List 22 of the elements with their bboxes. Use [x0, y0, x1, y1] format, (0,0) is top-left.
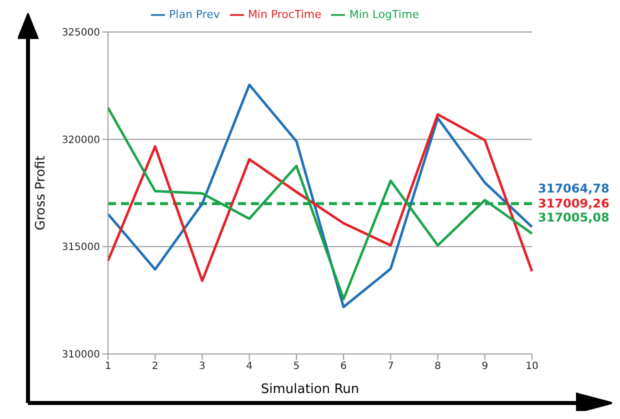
x-tick-label: 9 — [482, 361, 488, 372]
legend-label: Min ProcTime — [248, 8, 322, 22]
x-tick-label: 1 — [104, 361, 112, 372]
annotation: 317064,78 — [538, 181, 610, 196]
legend-label: Plan Prev — [169, 8, 220, 22]
x-tick-label: 5 — [293, 361, 300, 372]
x-tick-label: 6 — [340, 361, 347, 372]
y-tick-label: 325000 — [62, 28, 100, 39]
y-tick-label: 315000 — [62, 242, 100, 254]
x-tick-label: 2 — [152, 361, 158, 372]
legend-label: Min LogTime — [349, 8, 419, 22]
x-tick-label: 7 — [387, 361, 394, 372]
annotation: 317009,26 — [538, 196, 610, 211]
y-tick-label: 310000 — [62, 350, 100, 361]
y-axis-title: Gross Profit — [34, 156, 49, 230]
x-axis-title: Simulation Run — [260, 382, 360, 397]
x-tick-label: 4 — [246, 361, 253, 372]
x-tick-label: 8 — [434, 361, 441, 372]
x-tick-label: 10 — [526, 361, 538, 372]
x-tick-label: 3 — [199, 361, 206, 372]
y-tick-label: 320000 — [62, 134, 100, 146]
annotation: 317005,08 — [538, 210, 610, 225]
